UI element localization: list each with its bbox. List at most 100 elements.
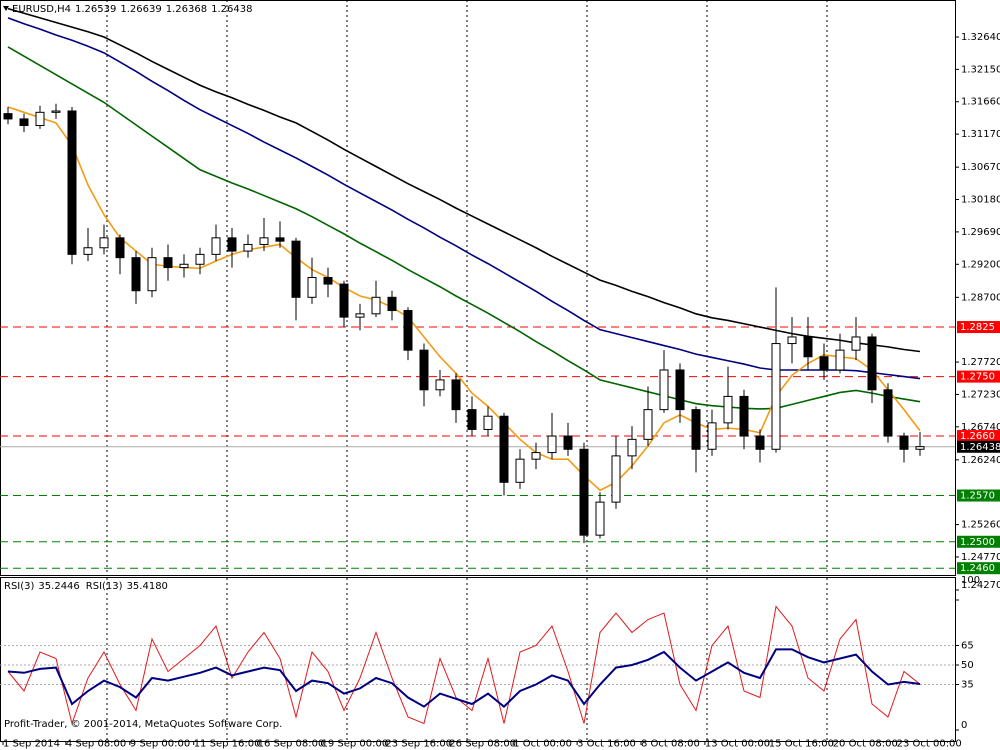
- candle-body: [371, 296, 381, 315]
- y-tick-label: 1.26240: [961, 455, 1000, 466]
- main-plot: [0, 0, 955, 575]
- candle-body: [707, 422, 717, 450]
- x-tick-label: 19 Sep 00:00: [322, 739, 389, 750]
- y-tick-label: 35: [961, 680, 974, 691]
- title-value: 1.26368: [166, 4, 207, 15]
- candle-body: [179, 263, 189, 269]
- y-tick-label: 1.30670: [961, 162, 1000, 173]
- y-tick-label: 1.26740: [961, 422, 1000, 433]
- y-tick-label: 1.25260: [961, 520, 1000, 531]
- x-tick-label: 9 Sep 00:00: [130, 739, 190, 750]
- candle-body: [147, 257, 157, 292]
- candle-body: [115, 237, 125, 259]
- y-tick-label: 65: [961, 641, 974, 652]
- candle-body: [67, 110, 77, 255]
- candle-body: [531, 452, 541, 460]
- candle-body: [195, 253, 205, 265]
- candle-body: [35, 111, 45, 127]
- x-tick-label: 8 Oct 08:00: [641, 739, 700, 750]
- x-tick-label: 1 Oct 00:00: [513, 739, 572, 750]
- legend-value: 35.4180: [127, 581, 168, 592]
- candle-body: [291, 240, 301, 298]
- y-tick-label: 1.32640: [961, 32, 1000, 43]
- candle-body: [595, 501, 605, 536]
- candle-body: [323, 276, 333, 285]
- chart-title: EURUSD,H4: [12, 4, 71, 15]
- last-price-label: 1.26438: [960, 442, 1000, 453]
- candle-body: [499, 415, 509, 483]
- title-value: 1.26438: [211, 4, 252, 15]
- y-tick-label: 1.28700: [961, 292, 1000, 303]
- candle-body: [803, 336, 813, 358]
- y-tick-label: 50: [961, 660, 974, 671]
- candle-body: [611, 455, 621, 503]
- candle-body: [275, 237, 285, 242]
- candle-body: [723, 395, 733, 424]
- candle-body: [835, 349, 845, 371]
- candle-body: [851, 336, 861, 351]
- candle-body: [419, 349, 429, 391]
- moving-average: [7, 106, 921, 492]
- candle-body: [131, 257, 141, 292]
- candle-body: [99, 237, 109, 249]
- y-tick-label: 1.29200: [961, 259, 1000, 270]
- y-tick-label: 1.29690: [961, 227, 1000, 238]
- title-icon: [3, 6, 9, 11]
- y-tick-label: 1.27720: [961, 357, 1000, 368]
- x-tick-label: 23 Sep 16:00: [385, 739, 452, 750]
- candle-body: [51, 110, 61, 113]
- y-tick-label: 100: [961, 575, 980, 586]
- y-tick-label: 1.31170: [961, 129, 1000, 140]
- y-tick-label: 1.32150: [961, 64, 1000, 75]
- y-tick-label: 1.27230: [961, 389, 1000, 400]
- y-tick-label: 1.31660: [961, 97, 1000, 108]
- moving-average: [7, 17, 921, 380]
- x-tick-label: 13 Oct 00:00: [705, 739, 770, 750]
- candle-body: [739, 395, 749, 437]
- candle-body: [899, 435, 909, 450]
- candle-body: [643, 409, 653, 440]
- x-tick-label: 23 Oct 00:00: [897, 739, 962, 750]
- y-tick-label: 1.24270: [961, 580, 1000, 591]
- candle-body: [755, 435, 765, 450]
- rsi-line: [7, 648, 921, 708]
- candle-body: [19, 118, 29, 127]
- candle-body: [867, 336, 877, 391]
- legend-name: RSI(13): [86, 581, 123, 592]
- x-tick-label: 26 Sep 08:00: [449, 739, 516, 750]
- x-tick-label: 4 Sep 08:00: [66, 739, 126, 750]
- x-tick-label: 20 Oct 08:00: [833, 739, 898, 750]
- x-tick-label: 11 Sep 16:00: [194, 739, 261, 750]
- candle-body: [771, 343, 781, 450]
- main-panel: [0, 0, 956, 576]
- candle-body: [467, 409, 477, 430]
- candle-body: [675, 369, 685, 411]
- level-label-bg: [957, 562, 1000, 575]
- legend-value: 35.2446: [38, 581, 79, 592]
- candle-body: [451, 379, 461, 411]
- candle-body: [387, 296, 397, 312]
- candle-body: [883, 389, 893, 437]
- candle-body: [547, 435, 557, 454]
- candle-body: [563, 435, 573, 450]
- moving-average: [7, 46, 921, 410]
- rsi-panel: [0, 577, 956, 742]
- x-tick-label: 16 Sep 08:00: [258, 739, 325, 750]
- level-label-bg: [957, 535, 1000, 548]
- last-price-bg: [957, 440, 1000, 453]
- level-label-bg: [957, 370, 1000, 383]
- candle-body: [339, 283, 349, 318]
- candle-body: [243, 243, 253, 252]
- title-value: 1.26539: [75, 4, 116, 15]
- rsi-line: [7, 605, 921, 726]
- candle-body: [307, 276, 317, 298]
- level-label: 1.2750: [960, 372, 995, 383]
- moving-average: [7, 7, 921, 353]
- candle-body: [435, 379, 445, 391]
- candle-body: [3, 113, 13, 120]
- level-label: 1.2570: [960, 491, 995, 502]
- candle-body: [483, 415, 493, 430]
- candle-body: [83, 247, 93, 255]
- level-label: 1.2660: [960, 431, 995, 442]
